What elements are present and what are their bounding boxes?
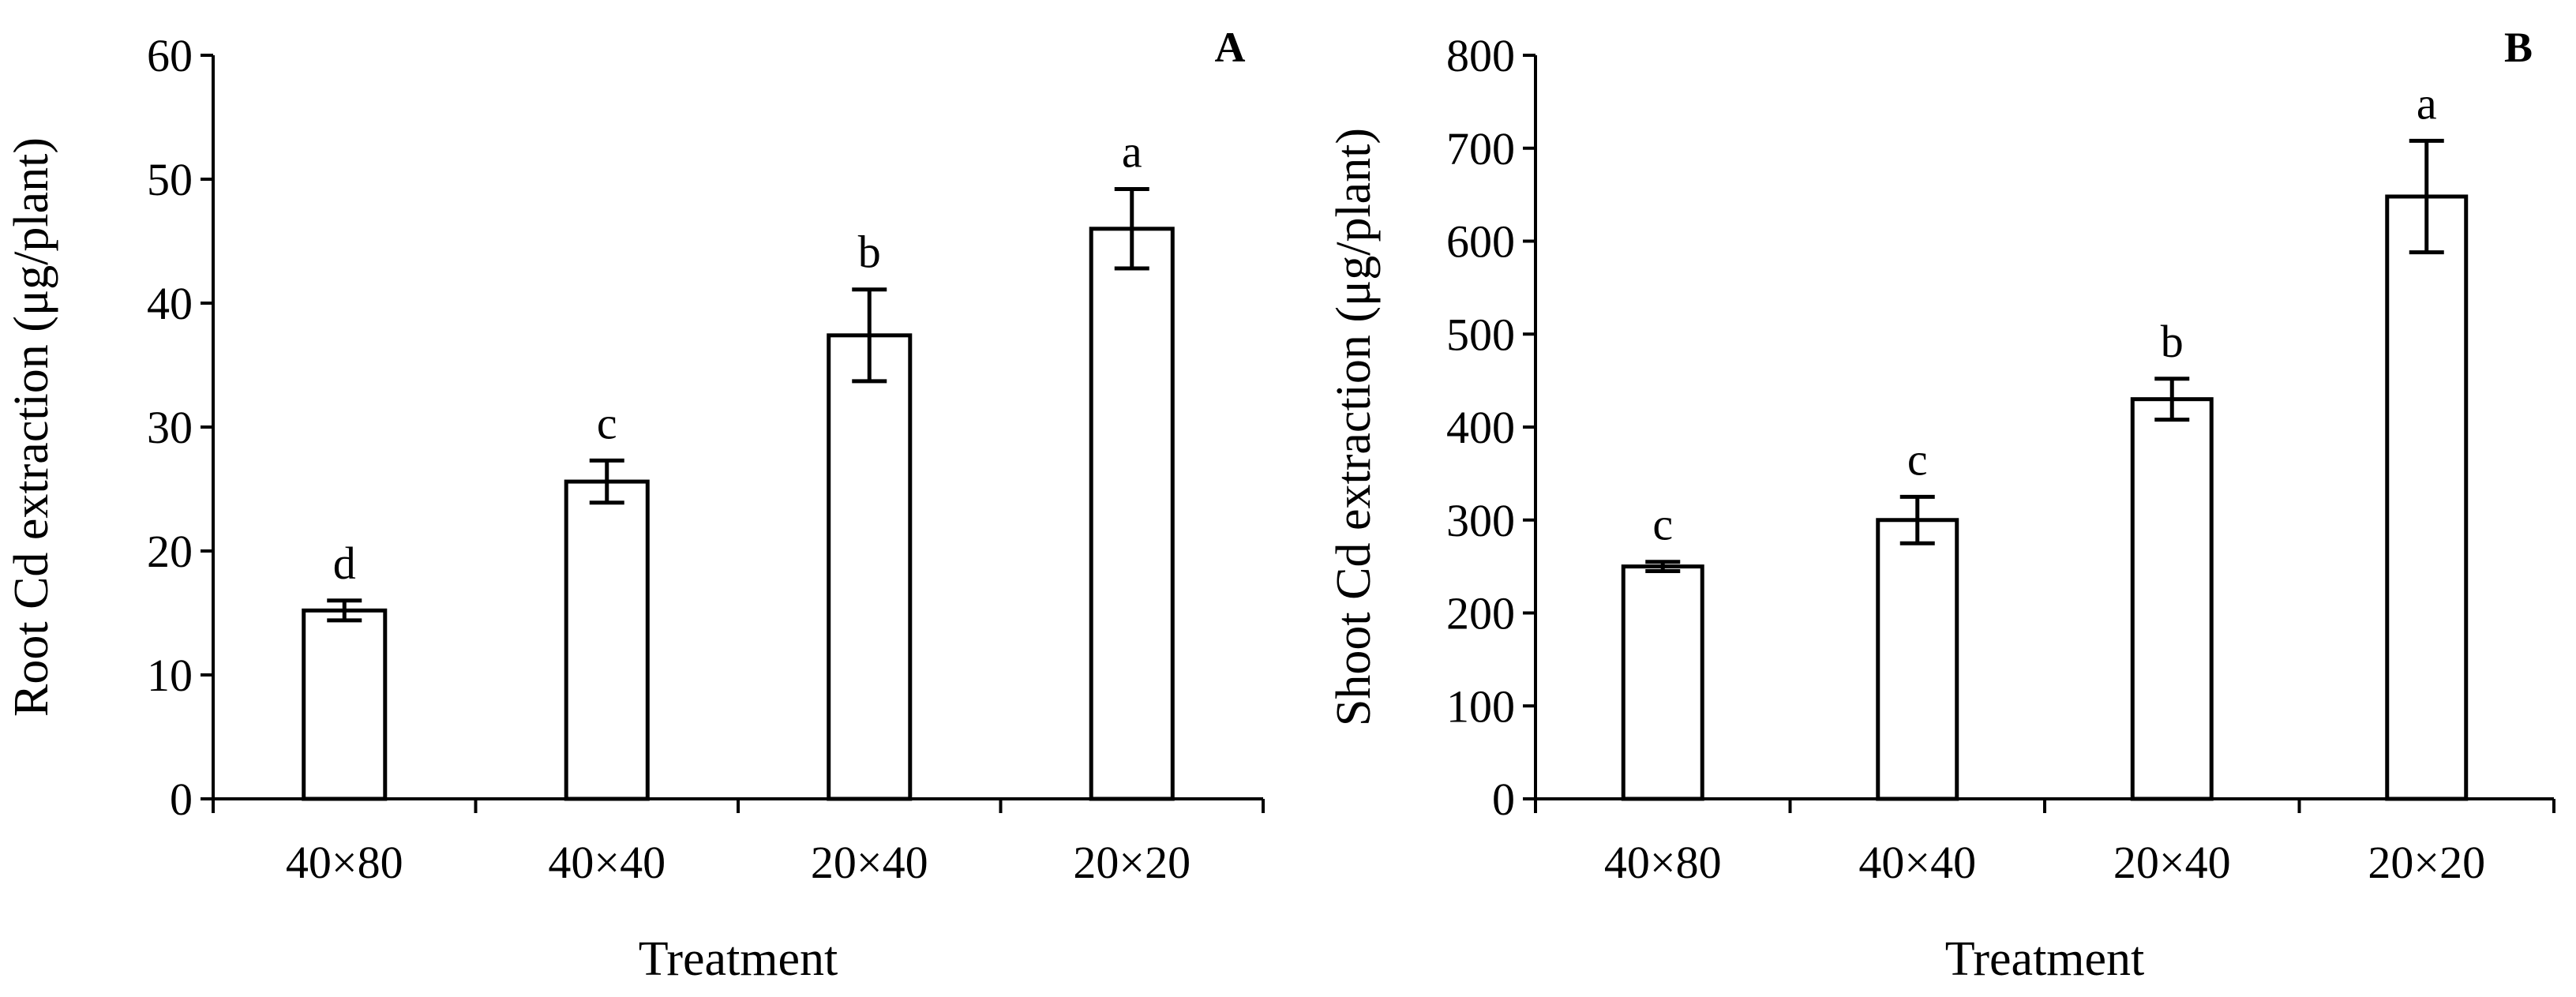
y-tick-label: 30 [147, 402, 193, 453]
y-tick-label: 400 [1446, 402, 1515, 453]
x-tick-label: 20×20 [1073, 837, 1191, 888]
y-tick-label: 100 [1446, 680, 1515, 732]
x-tick-label: 40×40 [1858, 837, 1976, 888]
panel-b-shoot-cd-chart: 0 100 200 300 400 500 600 700 800 c 40×80 c 40×40 b 20… [1327, 24, 2555, 986]
bar [2130, 397, 2214, 801]
bar [564, 479, 650, 801]
bar [827, 333, 913, 801]
y-tick-label: 0 [1492, 774, 1515, 825]
y-tick-label: 200 [1446, 588, 1515, 639]
y-tick-label: 20 [147, 526, 193, 577]
y-tick-label: 60 [147, 30, 193, 81]
y-tick-label: 0 [170, 774, 193, 825]
significance-label: c [1907, 433, 1928, 485]
x-tick-label: 40×80 [286, 837, 403, 888]
y-tick-label: 600 [1446, 216, 1515, 268]
bar [302, 608, 388, 801]
bar [1876, 518, 1959, 801]
panel-label: B [2504, 24, 2533, 71]
y-tick-label: 40 [147, 278, 193, 329]
significance-label: b [2161, 316, 2184, 367]
y-tick-label: 10 [147, 650, 193, 701]
x-tick-label: 40×80 [1604, 837, 1722, 888]
significance-label: b [858, 227, 881, 278]
bar [2385, 194, 2469, 801]
significance-label: c [1652, 499, 1673, 550]
x-tick-label: 40×40 [548, 837, 666, 888]
significance-label: a [1122, 126, 1142, 178]
x-tick-label: 20×40 [811, 837, 928, 888]
y-tick-label: 300 [1446, 495, 1515, 546]
y-axis-title: Shoot Cd extraction (μg/plant) [1327, 128, 1381, 726]
y-axis-title: Root Cd extraction (μg/plant) [5, 137, 58, 717]
y-tick-label: 500 [1446, 309, 1515, 360]
x-axis-title: Treatment [1945, 932, 2145, 986]
bar [1621, 564, 1704, 801]
y-tick-label: 700 [1446, 123, 1515, 174]
x-axis-title: Treatment [639, 932, 838, 986]
significance-label: a [2417, 77, 2437, 129]
panel-label: A [1215, 24, 1246, 71]
significance-label: c [597, 397, 617, 448]
significance-label: d [333, 538, 356, 589]
y-tick-label: 50 [147, 154, 193, 205]
panel-a-root-cd-chart: 0 10 20 30 40 50 60 d 40×80 c 40×40 b 20×40 a 20×20 Tre… [5, 24, 1265, 986]
x-tick-label: 20×20 [2368, 837, 2485, 888]
y-tick-label: 800 [1446, 30, 1515, 81]
bar [1089, 227, 1175, 801]
x-tick-label: 20×40 [2113, 837, 2231, 888]
